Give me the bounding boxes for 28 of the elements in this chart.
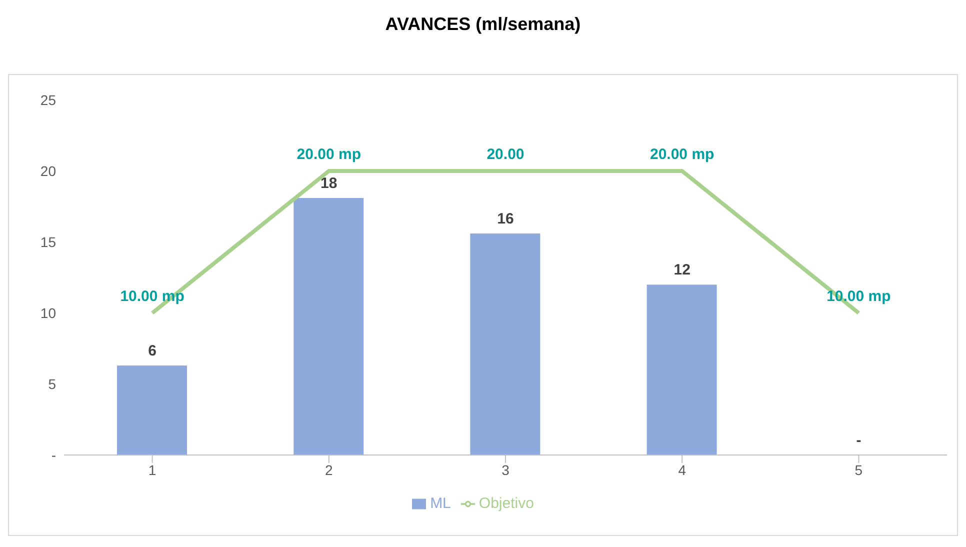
data-label: 10.00 mp: [826, 288, 891, 305]
legend-label: ML: [430, 495, 451, 512]
data-label: 10.00 mp: [120, 288, 184, 305]
bar: [294, 198, 364, 455]
data-label: 16: [497, 210, 514, 228]
y-tick-label: 10: [40, 304, 56, 321]
y-tick-label: 15: [40, 234, 56, 250]
bar: [117, 366, 187, 455]
bar: [470, 233, 540, 455]
x-tick-label: 5: [854, 462, 863, 478]
chart-title: AVANCES (ml/semana): [384, 13, 582, 36]
x-tick-label: 1: [148, 462, 156, 478]
data-label: 18: [320, 174, 338, 192]
data-label: 20.00 mp: [296, 146, 362, 163]
data-label: 20.00 mp: [650, 146, 714, 163]
data-label: 12: [674, 262, 690, 279]
data-label: -: [856, 432, 862, 449]
legend-label: Objetivo: [478, 495, 534, 512]
y-tick-label: 25: [40, 92, 56, 108]
x-tick-label: 4: [678, 462, 686, 478]
y-tick-label: -: [51, 446, 56, 463]
data-label: 6: [148, 342, 156, 360]
x-tick-label: 3: [502, 462, 510, 478]
x-tick-label: 2: [325, 462, 333, 478]
y-tick-label: 20: [40, 162, 56, 179]
bar: [646, 284, 717, 455]
data-label: 20.00: [486, 146, 524, 163]
y-tick-label: 5: [48, 376, 56, 392]
